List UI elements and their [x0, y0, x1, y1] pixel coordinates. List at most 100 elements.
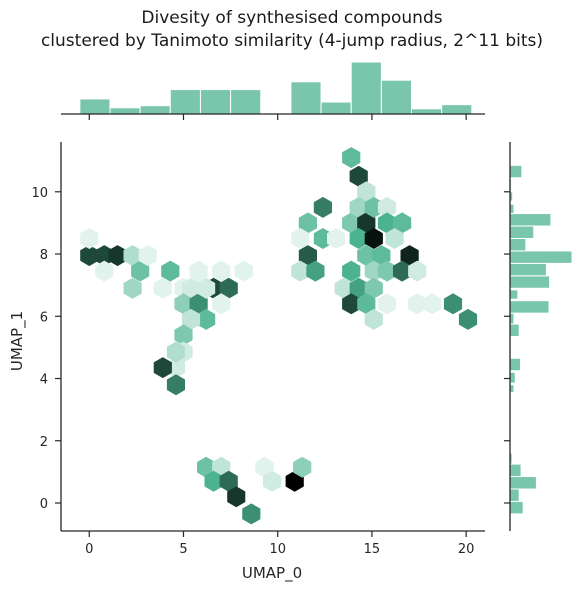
hexbin-cell-69 — [458, 308, 478, 330]
hexbin-cell-17 — [219, 277, 238, 299]
hexbin-cell-4 — [95, 260, 114, 282]
y-axis-label: UMAP_1 — [8, 311, 27, 371]
hexbin-cell-61 — [364, 277, 383, 299]
hexbin-cell-53 — [342, 260, 361, 282]
hexbin-cell-28 — [166, 374, 185, 396]
y-marginal-bar-10 — [509, 300, 550, 314]
y-tick-label-0: 0 — [40, 497, 48, 512]
y-marginal-bar-2 — [509, 476, 537, 490]
hexbin-cell-20 — [189, 260, 208, 282]
hexbin-cell-29 — [166, 341, 185, 363]
y-marginal-bar-11 — [509, 289, 519, 300]
hexbin-layer — [80, 147, 478, 525]
hexbin-cell-24 — [174, 324, 193, 346]
hexbin-cell-62 — [342, 293, 361, 315]
hexbin-cell-21 — [197, 308, 216, 330]
chart-subtitle: clustered by Tanimoto similarity (4-jump… — [40, 31, 544, 51]
hexbin-cell-48 — [377, 212, 397, 234]
hexbin-cell-27 — [153, 357, 172, 379]
x-marginal-bar-9 — [350, 61, 382, 115]
hexbin-cell-5 — [123, 245, 142, 267]
y-marginal-bar-1 — [509, 488, 520, 502]
hexbin-cell-66 — [408, 293, 427, 315]
hexbin-cell-64 — [364, 308, 383, 330]
hexbin-cell-60 — [349, 277, 368, 299]
y-marginal-bar-8 — [509, 323, 520, 338]
hexbin-cell-23 — [212, 293, 231, 315]
hexbin-cell-41 — [342, 212, 361, 234]
hexbin-cell-52 — [357, 245, 376, 267]
y-tick-label-1: 2 — [40, 435, 48, 450]
x-tick-label-2: 10 — [269, 542, 286, 557]
hexbin-cell-63 — [357, 293, 376, 315]
hexbin-cell-10 — [153, 277, 172, 299]
x-marginal-bar-12 — [441, 104, 473, 115]
hexbin-cell-22 — [181, 308, 201, 330]
hexbin-cell-74 — [227, 486, 246, 508]
hexbin-cell-57 — [393, 260, 412, 282]
hexbin-cell-9 — [161, 260, 180, 282]
hexbin-cell-68 — [443, 293, 463, 315]
hexbin-cell-18 — [234, 260, 253, 282]
hexbin-cell-75 — [242, 503, 261, 525]
hexbin-cell-36 — [298, 245, 317, 267]
x-tick-label-3: 15 — [364, 542, 381, 557]
hexbin-cell-73 — [219, 470, 238, 492]
hexbin-cell-32 — [357, 181, 376, 203]
hexbin-cell-59 — [334, 277, 353, 299]
hexbin-cell-3 — [80, 228, 99, 249]
y-marginal-bar-14 — [509, 250, 573, 264]
y-marginal-bar-13 — [509, 262, 547, 277]
hexbin-cell-2 — [108, 245, 127, 267]
x-marginal-bar-1 — [109, 107, 141, 115]
hexbin-cell-67 — [423, 293, 442, 315]
y-marginal-bar-17 — [509, 213, 552, 227]
hexbin-cell-79 — [293, 456, 312, 478]
x-marginal-bar-5 — [230, 89, 262, 115]
x-marginal-bar-0 — [79, 98, 111, 115]
y-marginal-bar-0 — [509, 500, 524, 515]
hexbin-cell-42 — [349, 196, 368, 218]
hexbin-cell-7 — [123, 277, 142, 299]
hexbin-cell-12 — [181, 277, 201, 299]
x-marginal-bar-7 — [290, 81, 322, 115]
hexbin-cell-50 — [385, 228, 404, 249]
hexbin-cell-40 — [327, 228, 346, 249]
hexbin-cell-49 — [393, 212, 412, 234]
hexbin-cell-54 — [372, 245, 391, 267]
x-marginal-bar-2 — [139, 105, 171, 115]
hexbin-cell-19 — [197, 277, 216, 299]
x-marginal-bar-11 — [411, 108, 443, 115]
x-marginal-histogram — [79, 61, 473, 115]
hexbin-cell-39 — [306, 260, 325, 282]
hexbin-cell-72 — [204, 470, 223, 492]
y-marginal-histogram — [509, 164, 573, 515]
hexbin-cell-33 — [313, 196, 332, 218]
x-marginal-bar-3 — [169, 89, 201, 115]
y-marginal-bar-15 — [509, 237, 527, 252]
y-marginal-bar-7 — [509, 357, 522, 372]
hexbin-cell-34 — [298, 212, 317, 234]
axes — [60, 113, 511, 532]
hexbin-cell-37 — [291, 228, 310, 249]
hexbin-cell-44 — [349, 228, 368, 249]
y-marginal-bar-6 — [509, 371, 516, 384]
x-marginal-bar-10 — [380, 79, 413, 115]
hexbin-cell-47 — [377, 196, 397, 218]
hexbin-cell-31 — [349, 165, 368, 187]
chart-title: Divesity of synthesised compounds — [141, 8, 443, 28]
y-marginal-bar-16 — [509, 225, 535, 239]
y-tick-label-4: 8 — [40, 248, 48, 263]
hexbin-cell-8 — [138, 245, 157, 267]
hexbin-cell-76 — [255, 456, 274, 478]
hexbin-cell-6 — [131, 260, 150, 282]
x-tick-label-1: 5 — [179, 542, 187, 557]
x-tick-label-4: 20 — [458, 542, 475, 557]
hexbin-cell-16 — [212, 260, 231, 282]
hexbin-cell-13 — [174, 293, 193, 315]
y-marginal-bar-12 — [509, 275, 551, 289]
x-marginal-bar-8 — [320, 101, 352, 115]
hexbin-cell-0 — [80, 245, 99, 267]
